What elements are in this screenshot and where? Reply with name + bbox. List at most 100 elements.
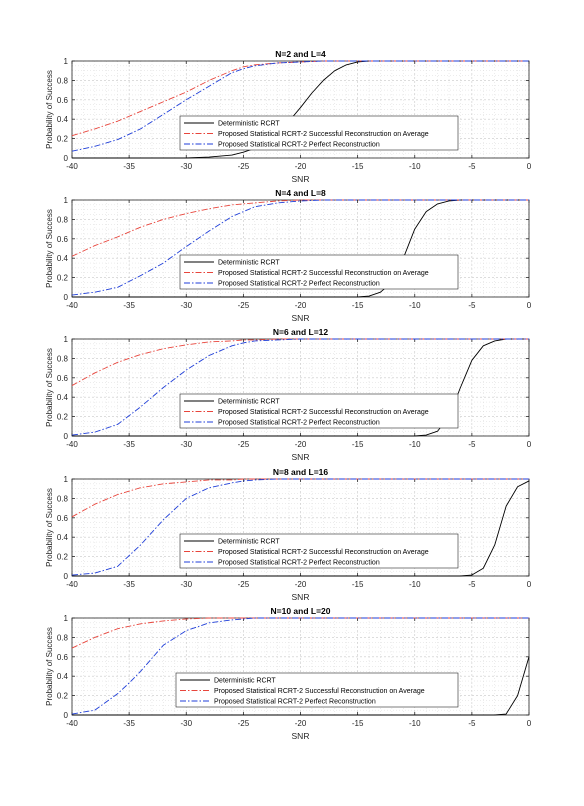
legend-label: Deterministic RCRT xyxy=(218,121,280,128)
chart-3: -40 -35 -30 -25 -20 -15 -10 -5 0 0 0.2 0.4 0.6 0.8 1 N=… xyxy=(45,327,532,462)
x-axis-label: SNR xyxy=(292,731,310,741)
y-tick-label: 1 xyxy=(64,335,69,344)
x-axis-label: SNR xyxy=(292,313,310,323)
series-line-2 xyxy=(71,199,529,257)
x-tick-label: -5 xyxy=(468,162,476,171)
y-tick-label: 0.2 xyxy=(57,692,69,701)
legend-box xyxy=(179,254,459,290)
chart-5: -40 -35 -30 -25 -20 -15 -10 -5 0 0 0.2 0.4 0.6 0.8 1 N=… xyxy=(45,606,532,741)
x-tick-label: -20 xyxy=(295,162,307,171)
x-tick-label: -35 xyxy=(123,440,135,449)
y-tick-label: 0.8 xyxy=(57,494,69,503)
series-line-3 xyxy=(71,478,529,576)
y-tick-label: 0.8 xyxy=(57,354,69,363)
chart-title: N=8 and L=16 xyxy=(273,467,329,477)
x-tick-label: -25 xyxy=(238,580,250,589)
y-tick-label: 0.6 xyxy=(57,96,69,105)
y-tick-label: 0 xyxy=(64,154,69,163)
x-tick-label: -10 xyxy=(409,580,421,589)
x-tick-label: -40 xyxy=(66,440,78,449)
x-tick-label: -20 xyxy=(295,301,307,310)
series-line-1 xyxy=(72,656,530,716)
chart-title: N=2 and L=4 xyxy=(275,49,326,59)
x-tick-label: -30 xyxy=(180,440,192,449)
legend-label: Deterministic RCRT xyxy=(218,539,280,546)
series-line-2 xyxy=(71,60,529,137)
x-tick-label: -20 xyxy=(295,719,307,728)
x-tick-label: 0 xyxy=(527,440,532,449)
x-tick-label: -5 xyxy=(468,301,476,310)
y-tick-label: 0.2 xyxy=(57,274,69,283)
x-tick-label: -20 xyxy=(295,580,307,589)
y-tick-label: 0.8 xyxy=(57,633,69,642)
legend-label: Proposed Statistical RCRT-2 Successful R… xyxy=(214,688,425,695)
x-tick-label: -35 xyxy=(123,580,135,589)
legend: Deterministic RCRT Proposed Statistical R… xyxy=(179,115,459,151)
legend-label: Deterministic RCRT xyxy=(214,678,276,685)
y-tick-label: 0.6 xyxy=(57,653,69,662)
legend-box xyxy=(179,393,459,429)
y-tick-label: 0.2 xyxy=(57,553,69,562)
y-axis-label: Probability of Success xyxy=(45,488,54,567)
x-tick-label: -40 xyxy=(66,162,78,171)
x-tick-label: -40 xyxy=(66,719,78,728)
x-tick-label: -25 xyxy=(238,440,250,449)
x-tick-label: -30 xyxy=(180,719,192,728)
x-tick-label: -10 xyxy=(409,301,421,310)
y-tick-label: 0.8 xyxy=(57,215,69,224)
y-tick-label: 0.6 xyxy=(57,235,69,244)
y-tick-label: 0.4 xyxy=(57,115,69,124)
x-axis-label: SNR xyxy=(292,452,310,462)
x-tick-label: -15 xyxy=(352,301,364,310)
x-tick-label: 0 xyxy=(527,719,532,728)
x-tick-label: -35 xyxy=(123,719,135,728)
y-tick-label: 0 xyxy=(64,572,69,581)
y-axis-label: Probability of Success xyxy=(45,70,54,149)
legend-label: Deterministic RCRT xyxy=(218,260,280,267)
x-tick-label: -5 xyxy=(468,440,476,449)
chart-title: N=10 and L=20 xyxy=(270,606,330,616)
y-tick-label: 0 xyxy=(64,711,69,720)
legend-box xyxy=(175,672,459,708)
legend-label: Proposed Statistical RCRT-2 Perfect Reco… xyxy=(218,281,380,288)
y-tick-label: 0 xyxy=(64,432,69,441)
x-tick-label: -30 xyxy=(180,580,192,589)
x-tick-label: -25 xyxy=(238,719,250,728)
x-tick-label: -15 xyxy=(352,440,364,449)
legend-label: Proposed Statistical RCRT-2 Perfect Reco… xyxy=(214,699,376,706)
legend: Deterministic RCRT Proposed Statistical R… xyxy=(179,254,459,290)
y-tick-label: 0.4 xyxy=(57,672,69,681)
legend: Deterministic RCRT Proposed Statistical R… xyxy=(179,393,459,429)
y-tick-label: 1 xyxy=(64,614,69,623)
series-line-2 xyxy=(71,478,529,518)
x-tick-label: 0 xyxy=(527,301,532,310)
legend: Deterministic RCRT Proposed Statistical R… xyxy=(179,533,459,569)
legend-label: Proposed Statistical RCRT-2 Perfect Reco… xyxy=(218,420,380,427)
y-tick-label: 1 xyxy=(64,475,69,484)
chart-4: -40 -35 -30 -25 -20 -15 -10 -5 0 0 0.2 0.4 0.6 0.8 1 N=… xyxy=(45,467,532,602)
y-tick-label: 0.4 xyxy=(57,254,69,263)
x-tick-label: -5 xyxy=(468,580,476,589)
x-tick-label: -15 xyxy=(352,580,364,589)
legend-label: Proposed Statistical RCRT-2 Successful R… xyxy=(218,409,429,416)
x-axis-label: SNR xyxy=(292,174,310,184)
legend-label: Proposed Statistical RCRT-2 Perfect Reco… xyxy=(218,560,380,567)
legend-label: Proposed Statistical RCRT-2 Successful R… xyxy=(218,131,429,138)
legend-box xyxy=(179,115,459,151)
series-line-2 xyxy=(71,617,529,649)
y-axis-label: Probability of Success xyxy=(45,348,54,427)
y-tick-label: 0 xyxy=(64,293,69,302)
series-line-3 xyxy=(71,199,529,296)
series-line-3 xyxy=(71,60,529,152)
legend-label: Proposed Statistical RCRT-2 Successful R… xyxy=(218,270,429,277)
x-tick-label: -20 xyxy=(295,440,307,449)
x-tick-label: -30 xyxy=(180,162,192,171)
series-line-3 xyxy=(71,617,529,715)
x-tick-label: -15 xyxy=(352,719,364,728)
x-tick-label: 0 xyxy=(527,162,532,171)
chart-title: N=4 and L=8 xyxy=(275,188,326,198)
x-tick-label: -35 xyxy=(123,301,135,310)
y-tick-label: 1 xyxy=(64,57,69,66)
chart-2: -40 -35 -30 -25 -20 -15 -10 -5 0 0 0.2 0.4 0.6 0.8 1 N=… xyxy=(45,188,532,323)
x-tick-label: -40 xyxy=(66,301,78,310)
